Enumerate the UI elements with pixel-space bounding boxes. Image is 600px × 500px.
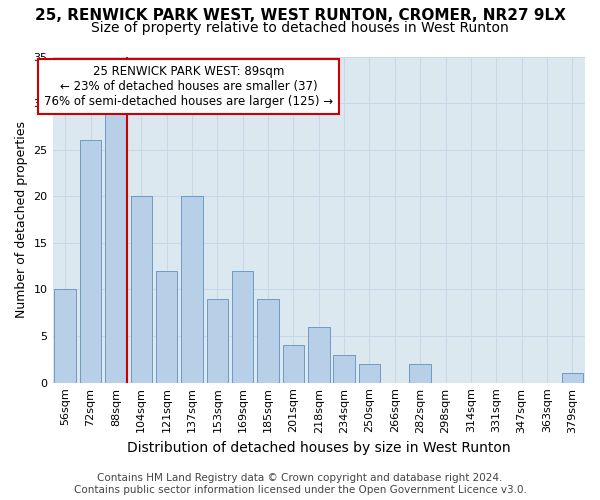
Bar <box>156 271 178 382</box>
Bar <box>562 374 583 382</box>
Bar <box>105 112 127 382</box>
Bar <box>409 364 431 382</box>
Bar <box>80 140 101 382</box>
Text: 25, RENWICK PARK WEST, WEST RUNTON, CROMER, NR27 9LX: 25, RENWICK PARK WEST, WEST RUNTON, CROM… <box>35 8 565 22</box>
Bar <box>334 354 355 382</box>
Text: Size of property relative to detached houses in West Runton: Size of property relative to detached ho… <box>91 21 509 35</box>
Bar <box>283 346 304 383</box>
Text: 25 RENWICK PARK WEST: 89sqm
← 23% of detached houses are smaller (37)
76% of sem: 25 RENWICK PARK WEST: 89sqm ← 23% of det… <box>44 64 333 108</box>
Bar <box>257 299 279 382</box>
Bar <box>55 290 76 382</box>
Bar <box>308 327 329 382</box>
Bar <box>232 271 253 382</box>
Bar <box>359 364 380 382</box>
X-axis label: Distribution of detached houses by size in West Runton: Distribution of detached houses by size … <box>127 441 511 455</box>
Y-axis label: Number of detached properties: Number of detached properties <box>15 121 28 318</box>
Bar <box>131 196 152 382</box>
Text: Contains HM Land Registry data © Crown copyright and database right 2024.
Contai: Contains HM Land Registry data © Crown c… <box>74 474 526 495</box>
Bar <box>206 299 228 382</box>
Bar <box>181 196 203 382</box>
